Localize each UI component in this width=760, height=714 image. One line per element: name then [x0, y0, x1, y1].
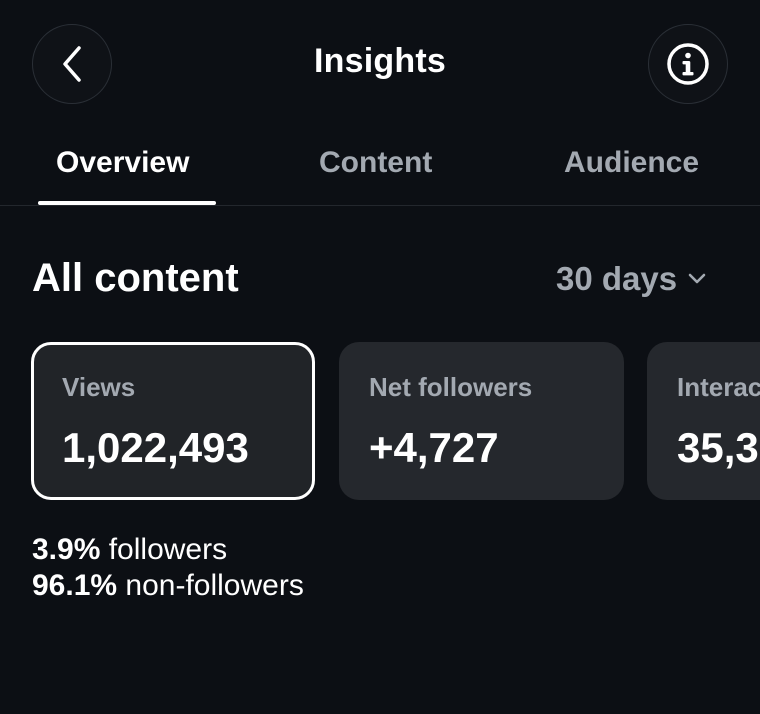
- interactions-card[interactable]: Interac 35,3: [647, 342, 760, 500]
- non-followers-share: 96.1% non-followers: [32, 568, 304, 604]
- section-title: All content: [32, 256, 239, 300]
- audience-breakdown: 3.9% followers 96.1% non-followers: [32, 532, 304, 604]
- card-label: Net followers: [369, 372, 533, 402]
- info-button[interactable]: [648, 24, 728, 104]
- net-followers-card[interactable]: Net followers +4,727: [339, 342, 624, 500]
- chevron-left-icon: [63, 46, 81, 82]
- followers-label: followers: [100, 533, 228, 566]
- header: Insights: [0, 0, 760, 130]
- back-button[interactable]: [32, 24, 112, 104]
- date-range-dropdown[interactable]: 30 days: [556, 260, 707, 298]
- non-followers-label: non-followers: [117, 569, 304, 602]
- non-followers-percent: 96.1%: [32, 569, 118, 602]
- card-value: 1,022,493: [62, 424, 249, 471]
- date-range-label: 30 days: [556, 260, 678, 297]
- followers-share: 3.9% followers: [32, 532, 304, 568]
- chevron-down-icon: [688, 273, 706, 284]
- tab-overview[interactable]: Overview: [56, 146, 190, 179]
- info-icon: [667, 43, 709, 85]
- card-value: 35,3: [677, 424, 759, 471]
- active-tab-indicator: [38, 201, 216, 205]
- card-value: +4,727: [369, 424, 499, 471]
- card-label: Views: [62, 372, 136, 402]
- tab-audience[interactable]: Audience: [564, 146, 700, 179]
- tab-content[interactable]: Content: [319, 146, 433, 179]
- views-card[interactable]: Views 1,022,493: [31, 342, 315, 500]
- tab-bar: Overview Content Audience: [0, 130, 760, 206]
- page-title: Insights: [314, 42, 446, 80]
- card-label: Interac: [677, 372, 760, 402]
- followers-percent: 3.9%: [32, 533, 101, 566]
